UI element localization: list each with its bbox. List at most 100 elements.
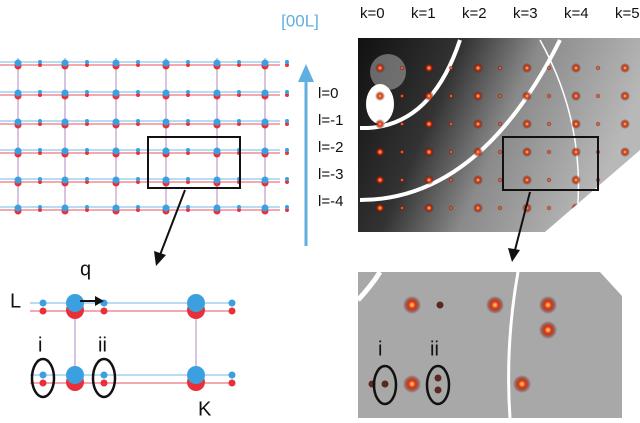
atom	[186, 177, 190, 181]
atom	[61, 89, 69, 97]
atom	[237, 208, 241, 212]
bragg-spot	[522, 175, 532, 185]
atom	[285, 63, 289, 67]
bragg-spot	[375, 203, 385, 213]
schematic-zoom	[30, 294, 236, 391]
satellite-spot	[546, 65, 552, 71]
atom	[136, 208, 140, 212]
atom	[38, 60, 42, 64]
atom	[61, 59, 69, 67]
atom	[38, 151, 42, 155]
bragg-spot	[375, 119, 385, 129]
atom	[162, 59, 170, 67]
atom	[213, 89, 221, 97]
l-label: l=0	[318, 85, 338, 102]
atom	[162, 118, 170, 126]
satellite-spot	[399, 93, 405, 99]
k-label: k=0	[360, 5, 385, 22]
beamstop	[366, 84, 394, 124]
satellite-spot	[448, 149, 454, 155]
arrow-head	[95, 296, 104, 306]
atom	[85, 119, 89, 123]
atom	[237, 93, 241, 97]
atom	[228, 299, 236, 307]
atom	[85, 90, 89, 94]
k-label: k=2	[462, 5, 487, 22]
bragg-spot	[473, 63, 483, 73]
powder-ring	[507, 272, 520, 418]
satellite-spot	[448, 121, 454, 127]
atom	[186, 205, 190, 209]
axis-label: L	[10, 290, 21, 312]
zoomed-image	[358, 272, 622, 418]
bragg-spot	[620, 63, 630, 73]
satellite-spot	[497, 149, 503, 155]
atom	[186, 151, 190, 155]
satellite-spot	[436, 301, 444, 309]
bragg-spot	[513, 375, 531, 393]
atom	[112, 59, 120, 67]
bragg-spot	[375, 63, 385, 73]
atom	[61, 176, 69, 184]
atom	[100, 379, 108, 387]
atom	[100, 371, 108, 379]
atom	[38, 148, 42, 152]
atom	[38, 208, 42, 212]
image-background	[358, 272, 622, 418]
atom	[38, 180, 42, 184]
atom	[38, 93, 42, 97]
bragg-spot	[571, 203, 581, 213]
spots	[368, 296, 557, 394]
atom	[285, 151, 289, 155]
atom	[136, 148, 140, 152]
atom	[39, 307, 47, 315]
satellite-spot	[595, 65, 601, 71]
atom	[228, 371, 236, 379]
atom	[186, 180, 190, 184]
satellite-spot	[546, 205, 552, 211]
satellite-spot	[399, 121, 405, 127]
bragg-spot	[424, 147, 434, 157]
atom	[237, 60, 241, 64]
satellite-spot	[399, 205, 405, 211]
satellite-spot	[497, 121, 503, 127]
satellite-spot	[546, 177, 552, 183]
marker-ellipse	[372, 364, 398, 406]
atom	[38, 122, 42, 126]
atom	[112, 176, 120, 184]
atom	[136, 180, 140, 184]
bragg-spot	[620, 147, 630, 157]
bragg-spot	[620, 203, 630, 213]
atom	[261, 147, 269, 155]
satellite-spot	[399, 65, 405, 71]
satellite-spot	[434, 374, 442, 382]
atom	[186, 208, 190, 212]
atom	[285, 122, 289, 126]
bragg-spot	[473, 119, 483, 129]
atom	[136, 122, 140, 126]
bragg-spot	[522, 119, 532, 129]
atom	[136, 93, 140, 97]
bragg-spot	[539, 321, 557, 339]
satellite-spot	[546, 93, 552, 99]
atom	[285, 148, 289, 152]
bragg-spot	[424, 119, 434, 129]
atom	[85, 60, 89, 64]
bragg-spot	[375, 175, 385, 185]
atom	[261, 59, 269, 67]
atom	[237, 63, 241, 67]
atom	[136, 63, 140, 67]
atom	[162, 204, 170, 212]
atom	[186, 122, 190, 126]
bragg-spot	[424, 63, 434, 73]
atom	[112, 118, 120, 126]
bragg-spot	[473, 203, 483, 213]
atom	[261, 89, 269, 97]
atom	[186, 63, 190, 67]
zoom-arrow	[514, 191, 531, 251]
satellite-spot	[546, 121, 552, 127]
bragg-spot	[522, 91, 532, 101]
atom	[85, 63, 89, 67]
marker-ellipse	[425, 364, 451, 406]
atom	[85, 93, 89, 97]
